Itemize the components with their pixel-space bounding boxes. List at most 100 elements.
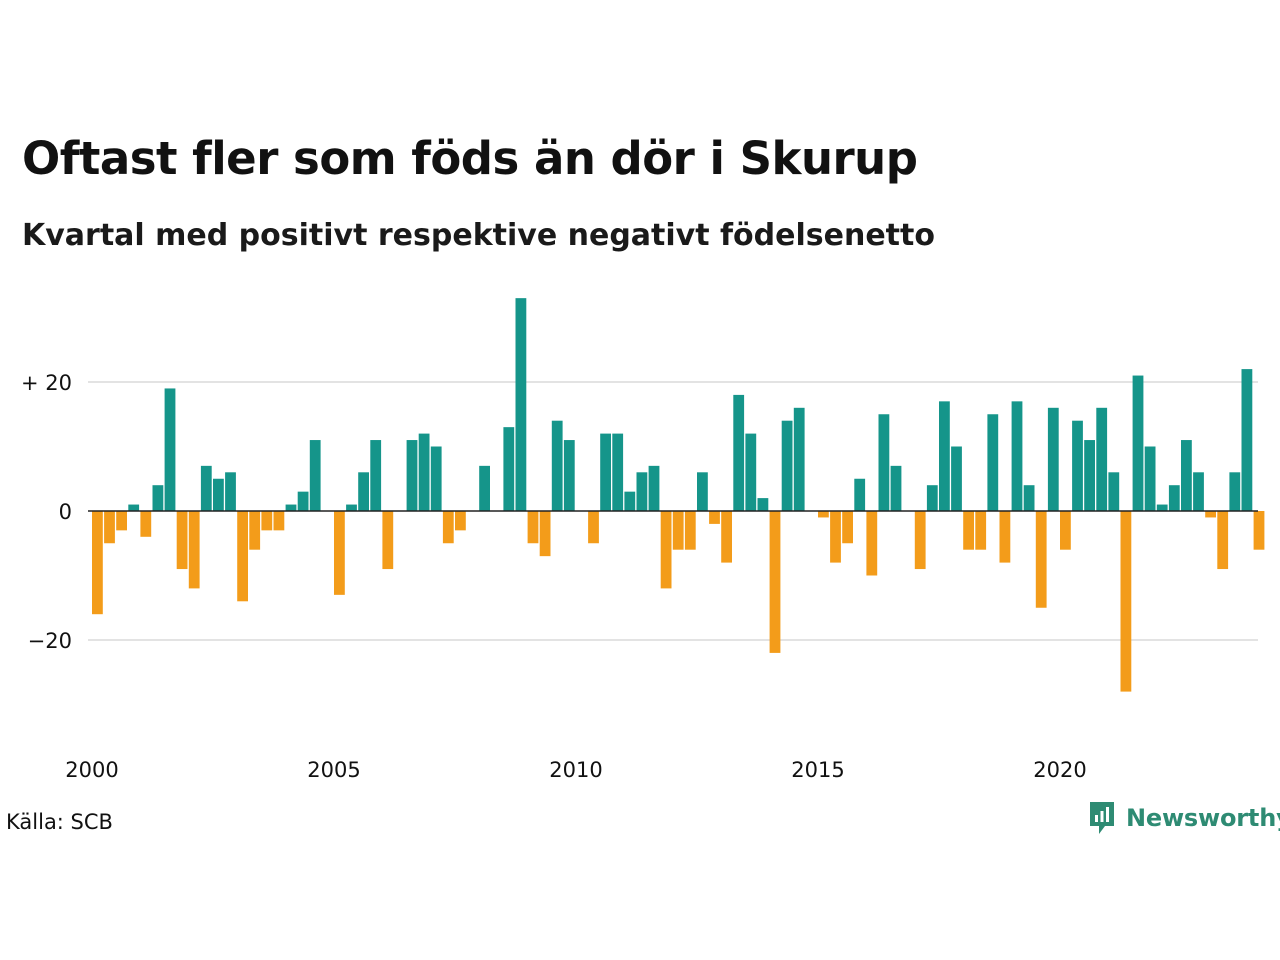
- bar: 2000 K1: -16: [92, 511, 103, 615]
- bar: 2009 K1: -5: [527, 511, 539, 544]
- bar: 2013 K3: 12: [745, 433, 757, 511]
- bar: 2013 K2: 18: [733, 394, 745, 511]
- bar: 2010 K3: 12: [600, 433, 611, 511]
- bar: 2011 K4: -12: [660, 511, 672, 589]
- bar: 2016 K2: 15: [878, 414, 890, 511]
- bar: 2013 K1: -8: [721, 511, 732, 563]
- bar: 2004 K1: 1: [285, 504, 297, 511]
- bar: 2022 K3: 11: [1181, 440, 1192, 511]
- newsworthy-logo-icon: [1090, 802, 1114, 834]
- bar: 2018 K2: -6: [975, 511, 987, 550]
- bar: 2022 K4: 6: [1193, 472, 1204, 511]
- bar: 2005 K2: 1: [346, 504, 357, 511]
- bar: 2002 K3: 5: [213, 478, 224, 511]
- bar: 2021 K2: -28: [1120, 511, 1132, 692]
- bar: 2017 K4: 10: [951, 446, 962, 511]
- bar: 2008 K4: 33: [515, 298, 527, 511]
- bar: 2023 K3: 6: [1229, 472, 1241, 511]
- bar: 2024 K1: -6: [1253, 511, 1265, 550]
- bar: 2019 K2: 4: [1023, 485, 1035, 511]
- bar: 2009 K3: 14: [551, 420, 563, 511]
- bar: 2014 K3: 16: [793, 407, 805, 511]
- bar: 2011 K2: 6: [636, 472, 648, 511]
- bar: 2011 K1: 3: [624, 491, 636, 511]
- bar: 2003 K1: -14: [237, 511, 248, 602]
- bar: 2018 K1: -6: [963, 511, 974, 550]
- bar: 2017 K3: 17: [939, 401, 950, 511]
- bar: 2018 K4: -8: [999, 511, 1011, 563]
- bar: 2013 K4: 2: [757, 498, 769, 511]
- bar: 2018 K3: 15: [987, 414, 999, 511]
- y-tick-label: + 20: [21, 371, 72, 395]
- bar: 2016 K1: -10: [866, 511, 878, 576]
- bar: 2006 K1: -9: [382, 511, 394, 570]
- tick-layer: + 20 0 −20 2000 2005 2010 2015 2020: [21, 371, 1087, 782]
- bar: 2020 K2: 14: [1072, 420, 1083, 511]
- bar: 2005 K3: 6: [358, 472, 369, 511]
- bar: 2007 K1: 10: [430, 446, 442, 511]
- bar: 2021 K4: 10: [1144, 446, 1156, 511]
- bar: 2003 K4: -3: [273, 511, 285, 531]
- bar: 2001 K4: -9: [176, 511, 188, 570]
- bar: 2020 K3: 11: [1084, 440, 1095, 511]
- bar: 2023 K1: -1: [1205, 511, 1216, 518]
- bar: 2012 K2: -6: [684, 511, 696, 550]
- chart-subtitle: Kvartal med positivt respektive negativt…: [22, 218, 935, 253]
- bar: 2001 K3: 19: [164, 388, 176, 511]
- bar: 2001 K2: 4: [152, 485, 164, 511]
- chart-title: Oftast fler som föds än dör i Skurup: [22, 132, 918, 185]
- bar: 2006 K4: 12: [418, 433, 430, 511]
- x-tick-label: 2020: [1033, 758, 1086, 782]
- bar: 2015 K3: -5: [842, 511, 853, 544]
- bar: 2002 K4: 6: [225, 472, 236, 511]
- bar: 2002 K1: -12: [188, 511, 200, 589]
- bar: 2022 K1: 1: [1156, 504, 1168, 511]
- bar: 2023 K2: -9: [1217, 511, 1229, 570]
- bar: 2005 K1: -13: [334, 511, 345, 595]
- bar: 2015 K4: 5: [854, 478, 866, 511]
- y-tick-label: 0: [59, 500, 72, 524]
- bar: 2004 K2: 3: [297, 491, 309, 511]
- bar: 2017 K2: 4: [926, 485, 938, 511]
- bar: 2019 K3: -15: [1035, 511, 1047, 608]
- bar-layer: 2000 K1: -162000 K2: -52000 K3: -32000 K…: [92, 298, 1265, 692]
- x-tick-label: 2015: [791, 758, 844, 782]
- bar: 2005 K4: 11: [370, 440, 382, 511]
- x-tick-label: 2005: [307, 758, 360, 782]
- bar: 2004 K3: 11: [309, 440, 321, 511]
- bar: 2001 K1: -4: [140, 511, 152, 537]
- bar: 2020 K1: -6: [1060, 511, 1071, 550]
- source-note: Källa: SCB: [6, 810, 113, 834]
- bar: 2014 K1: -22: [769, 511, 781, 653]
- bar-chart: 2000 K1: -162000 K2: -52000 K3: -32000 K…: [21, 298, 1265, 782]
- bar: 2010 K2: -5: [588, 511, 599, 544]
- bar: 2000 K4: 1: [128, 504, 140, 511]
- bar: 2012 K1: -6: [672, 511, 684, 550]
- bar: 2012 K4: -2: [709, 511, 720, 524]
- bar: 2008 K3: 13: [503, 427, 515, 511]
- brand-name: Newsworthy: [1126, 804, 1280, 832]
- bar: 2022 K2: 4: [1168, 485, 1180, 511]
- bar: 2000 K2: -5: [104, 511, 115, 544]
- bar: 2008 K1: 7: [479, 465, 490, 511]
- bar: 2020 K4: 16: [1096, 407, 1108, 511]
- bar: 2006 K3: 11: [406, 440, 418, 511]
- bar: 2007 K3: -3: [455, 511, 466, 531]
- bar: 2009 K2: -7: [539, 511, 551, 557]
- bar: 2007 K2: -5: [442, 511, 454, 544]
- bar: 2021 K3: 21: [1132, 375, 1144, 511]
- bar: 2015 K2: -8: [830, 511, 841, 563]
- bar: 2016 K3: 7: [890, 465, 902, 511]
- grid-layer: [88, 381, 1258, 641]
- y-tick-label: −20: [28, 629, 72, 653]
- bar: 2010 K4: 12: [612, 433, 624, 511]
- x-tick-label: 2000: [65, 758, 118, 782]
- bar: 2000 K3: -3: [116, 511, 127, 531]
- bar: 2011 K3: 7: [648, 465, 660, 511]
- bar: 2019 K1: 17: [1011, 401, 1023, 511]
- bar: 2014 K2: 14: [781, 420, 793, 511]
- bar: 2021 K1: 6: [1108, 472, 1120, 511]
- bar: 2003 K2: -6: [249, 511, 261, 550]
- x-tick-label: 2010: [549, 758, 602, 782]
- bar: 2002 K2: 7: [200, 465, 212, 511]
